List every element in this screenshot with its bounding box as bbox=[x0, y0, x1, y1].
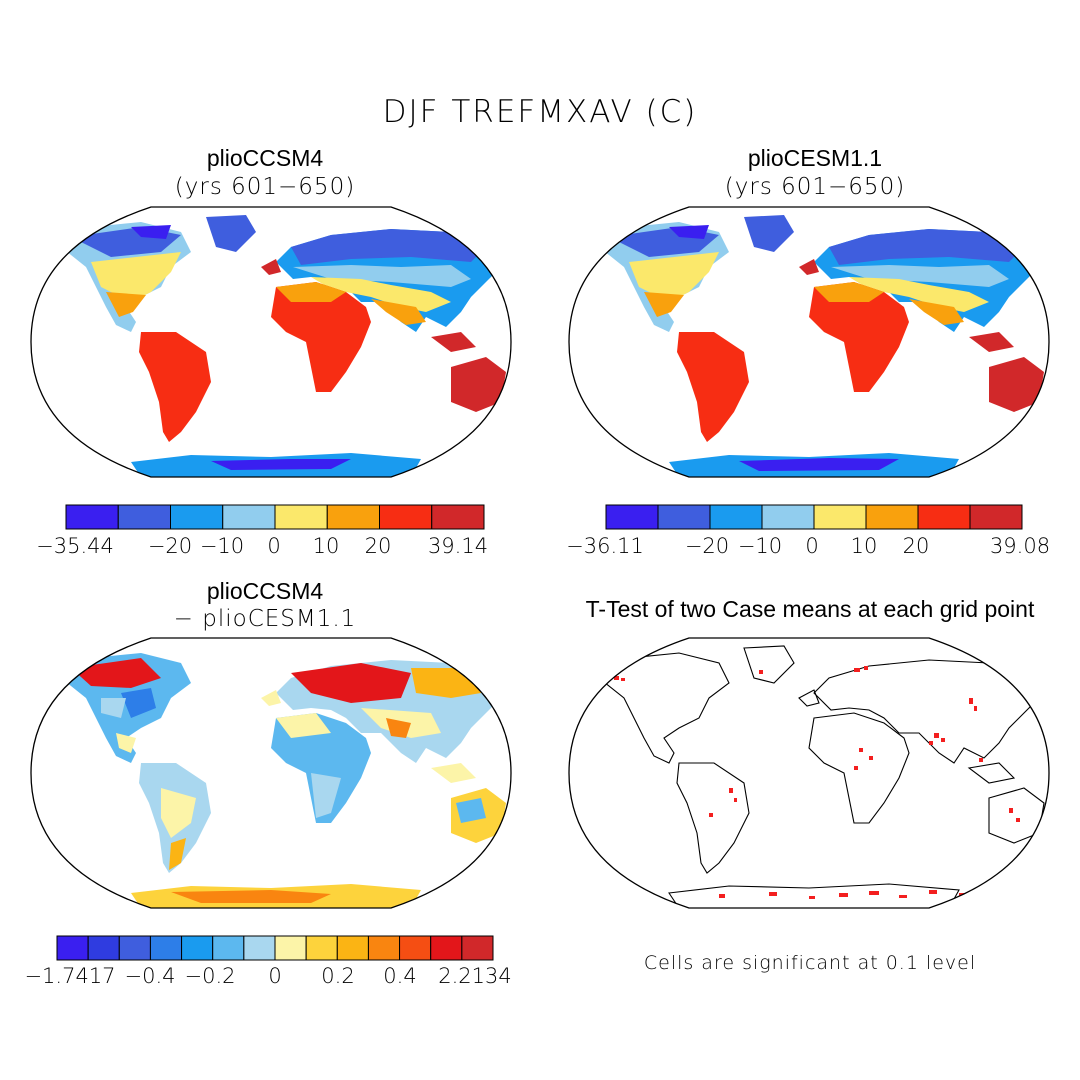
colorbar-swatch bbox=[65, 504, 119, 530]
colorbar-tick: −0.2 bbox=[184, 964, 236, 988]
colorbar-swatch bbox=[917, 504, 971, 530]
colorbar-max-label: 39.08 bbox=[989, 534, 1051, 558]
map-difference bbox=[30, 637, 512, 909]
colorbar-swatch bbox=[56, 935, 89, 961]
colorbar-swatch bbox=[274, 935, 307, 961]
panel-subtitle-bottom-left: − plioCESM1.1 bbox=[173, 606, 357, 632]
colorbar-tick: −0.4 bbox=[124, 964, 176, 988]
colorbar-swatch bbox=[430, 935, 463, 961]
map-plioCESM1.1 bbox=[568, 206, 1050, 478]
colorbar-swatch bbox=[326, 504, 380, 530]
colorbar-swatch bbox=[336, 935, 369, 961]
colorbar-tick: −10 bbox=[199, 534, 245, 558]
colorbar-tick: 20 bbox=[902, 534, 930, 558]
colorbar-min-label: −36.11 bbox=[566, 534, 644, 558]
colorbar-tick: 0 bbox=[805, 534, 819, 558]
colorbar-tick: 0 bbox=[268, 964, 282, 988]
colorbar-tick: −20 bbox=[147, 534, 193, 558]
colorbar-swatch bbox=[865, 504, 919, 530]
colorbar-min-label: −35.44 bbox=[36, 534, 114, 558]
colorbar-swatch bbox=[657, 504, 711, 530]
colorbar-swatch bbox=[399, 935, 432, 961]
colorbar-max-label: 39.14 bbox=[427, 534, 489, 558]
map-plioCCSM4 bbox=[30, 206, 512, 478]
colorbar-tick: 20 bbox=[364, 534, 392, 558]
colorbar-bottom-left bbox=[56, 935, 494, 961]
panel-title-top-right: plioCESM1.1 bbox=[747, 145, 883, 171]
colorbar-swatch bbox=[305, 935, 338, 961]
colorbar-max-label: 2.2134 bbox=[438, 964, 512, 988]
panel-title-top-left: plioCCSM4 bbox=[206, 145, 324, 171]
colorbar-swatch bbox=[274, 504, 328, 530]
colorbar-swatch bbox=[222, 504, 276, 530]
panel-subtitle-top-left: (yrs 601−650) bbox=[174, 174, 356, 200]
panel-title-bottom-left: plioCCSM4 bbox=[206, 578, 324, 604]
colorbar-swatch bbox=[969, 504, 1023, 530]
colorbar-swatch bbox=[709, 504, 763, 530]
colorbar-tick: 10 bbox=[312, 534, 340, 558]
colorbar-tick: 0 bbox=[267, 534, 281, 558]
colorbar-swatch bbox=[761, 504, 815, 530]
significant-cells bbox=[614, 666, 1020, 899]
figure-title: DJF TREFMXAV (C) bbox=[382, 94, 698, 130]
colorbar-swatch bbox=[461, 935, 494, 961]
colorbar-tick: −10 bbox=[737, 534, 783, 558]
colorbar-swatch bbox=[367, 935, 401, 961]
colorbar-swatch bbox=[170, 504, 224, 530]
colorbar-tick: 10 bbox=[850, 534, 878, 558]
colorbar-tick: 0.4 bbox=[383, 964, 417, 988]
colorbar-swatch bbox=[813, 504, 867, 530]
colorbar-swatch bbox=[117, 504, 171, 530]
colorbar-swatch bbox=[243, 935, 276, 961]
colorbar-swatch bbox=[431, 504, 485, 530]
colorbar-swatch bbox=[379, 504, 433, 530]
colorbar-swatch bbox=[149, 935, 183, 961]
panel-subtitle-top-right: (yrs 601−650) bbox=[724, 174, 906, 200]
colorbar-swatch bbox=[181, 935, 214, 961]
colorbar-swatch bbox=[605, 504, 659, 530]
colorbar-top-right bbox=[605, 504, 1023, 530]
colorbar-swatch bbox=[87, 935, 120, 961]
colorbar-min-label: −1.7417 bbox=[24, 964, 116, 988]
map-significance bbox=[568, 637, 1050, 909]
colorbar-tick: 0.2 bbox=[321, 964, 355, 988]
panel-title-bottom-right: T-Test of two Case means at each grid po… bbox=[585, 596, 1035, 622]
colorbar-tick: −20 bbox=[684, 534, 730, 558]
colorbar-top-left bbox=[65, 504, 485, 530]
colorbar-swatch bbox=[212, 935, 245, 961]
significance-note: Cells are significant at 0.1 level bbox=[643, 952, 977, 974]
colorbar-swatch bbox=[118, 935, 151, 961]
